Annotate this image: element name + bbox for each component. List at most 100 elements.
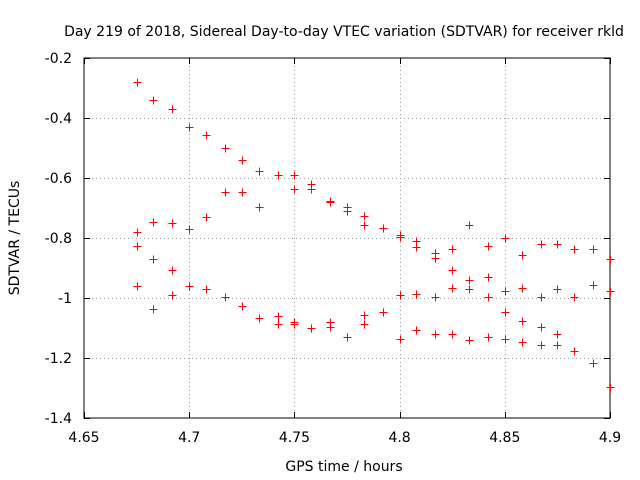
data-point bbox=[290, 171, 299, 180]
data-point bbox=[553, 330, 562, 339]
data-point bbox=[518, 251, 527, 260]
y-tick-label: -0.6 bbox=[45, 171, 72, 187]
data-point bbox=[412, 243, 421, 252]
data-point bbox=[149, 96, 158, 105]
data-point bbox=[518, 338, 527, 347]
plot-frame bbox=[83, 57, 611, 419]
data-point bbox=[326, 323, 335, 332]
data-point bbox=[202, 131, 211, 140]
x-tick-label: 4.75 bbox=[279, 430, 310, 446]
data-point bbox=[518, 317, 527, 326]
data-point bbox=[589, 359, 598, 368]
data-point bbox=[537, 240, 546, 249]
x-tick-label: 4.9 bbox=[599, 430, 621, 446]
data-point bbox=[360, 311, 369, 320]
axis-ticks: 4.65 4.7 4.75 4.8 4.85 4.9 -1.4 -1.2 -1 -0.8 -0.6 -… bbox=[45, 51, 621, 446]
data-point bbox=[360, 212, 369, 221]
data-point bbox=[133, 228, 142, 237]
data-point bbox=[448, 245, 457, 254]
data-point bbox=[396, 335, 405, 344]
data-point bbox=[501, 335, 510, 344]
data-point bbox=[290, 318, 299, 327]
data-point bbox=[606, 287, 615, 296]
data-point bbox=[274, 171, 283, 180]
data-point bbox=[501, 234, 510, 243]
data-point bbox=[133, 282, 142, 291]
data-point bbox=[343, 333, 352, 342]
data-point bbox=[379, 224, 388, 233]
data-point bbox=[431, 293, 440, 302]
data-point bbox=[185, 225, 194, 234]
data-point bbox=[326, 198, 335, 207]
data-point bbox=[484, 293, 493, 302]
x-tick-label: 4.65 bbox=[68, 430, 99, 446]
data-point bbox=[168, 291, 177, 300]
data-point bbox=[360, 320, 369, 329]
x-tick-label: 4.8 bbox=[388, 430, 410, 446]
data-point bbox=[307, 324, 316, 333]
data-point bbox=[412, 326, 421, 335]
data-point bbox=[202, 213, 211, 222]
data-point bbox=[238, 188, 247, 197]
data-point bbox=[501, 287, 510, 296]
data-point bbox=[448, 266, 457, 275]
data-point bbox=[484, 333, 493, 342]
chart-title: Day 219 of 2018, Sidereal Day-to-day VTE… bbox=[64, 24, 624, 40]
x-tick-label: 4.7 bbox=[178, 430, 200, 446]
y-tick-label: -1.4 bbox=[45, 411, 72, 427]
data-point bbox=[606, 255, 615, 264]
data-point bbox=[185, 123, 194, 132]
data-points bbox=[133, 78, 615, 392]
data-point bbox=[465, 221, 474, 230]
data-point bbox=[133, 242, 142, 251]
data-point bbox=[379, 308, 388, 317]
data-point bbox=[412, 290, 421, 299]
data-point bbox=[448, 284, 457, 293]
data-point bbox=[484, 242, 493, 251]
data-point bbox=[168, 105, 177, 114]
data-point bbox=[290, 185, 299, 194]
data-point bbox=[589, 281, 598, 290]
data-point bbox=[221, 144, 230, 153]
data-point bbox=[255, 203, 264, 212]
data-point bbox=[570, 245, 579, 254]
data-point bbox=[202, 285, 211, 294]
data-point bbox=[518, 284, 527, 293]
series-lower bbox=[133, 282, 615, 392]
data-point bbox=[149, 218, 158, 227]
data-point bbox=[255, 314, 264, 323]
data-point bbox=[149, 305, 158, 314]
data-point bbox=[221, 188, 230, 197]
data-point bbox=[448, 330, 457, 339]
data-point bbox=[465, 285, 474, 294]
series-middle bbox=[133, 171, 615, 302]
data-point bbox=[537, 341, 546, 350]
data-point bbox=[484, 273, 493, 282]
data-point bbox=[606, 383, 615, 392]
y-tick-label: -1 bbox=[58, 291, 72, 307]
data-point bbox=[255, 167, 264, 176]
data-point bbox=[238, 302, 247, 311]
data-point bbox=[570, 293, 579, 302]
data-point bbox=[589, 245, 598, 254]
y-tick-label: -0.8 bbox=[45, 231, 72, 247]
data-point bbox=[537, 293, 546, 302]
data-point bbox=[465, 336, 474, 345]
data-point bbox=[553, 240, 562, 249]
data-point bbox=[274, 312, 283, 321]
x-axis-label: GPS time / hours bbox=[285, 459, 402, 475]
data-point bbox=[553, 341, 562, 350]
data-point bbox=[396, 233, 405, 242]
x-tick-label: 4.85 bbox=[489, 430, 520, 446]
y-tick-label: -0.2 bbox=[45, 51, 72, 67]
data-point bbox=[431, 330, 440, 339]
data-point bbox=[221, 293, 230, 302]
data-point bbox=[168, 266, 177, 275]
data-point bbox=[570, 347, 579, 356]
data-point bbox=[168, 219, 177, 228]
data-point bbox=[501, 308, 510, 317]
data-point bbox=[360, 221, 369, 230]
data-point bbox=[149, 255, 158, 264]
data-point bbox=[553, 285, 562, 294]
